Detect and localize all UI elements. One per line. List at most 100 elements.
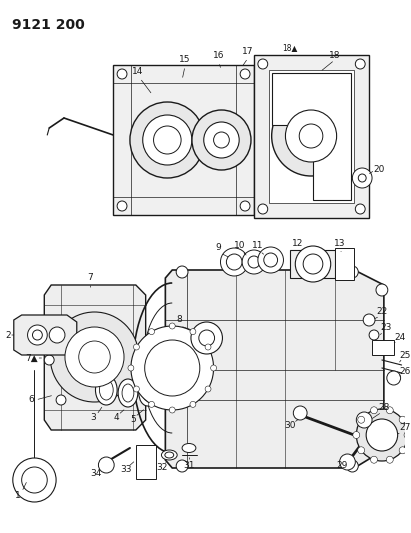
Text: 5: 5 [130,416,136,424]
Circle shape [117,69,127,79]
Polygon shape [165,270,384,468]
Circle shape [376,284,388,296]
Circle shape [220,248,248,276]
Circle shape [293,406,307,420]
Text: 16: 16 [213,52,224,61]
Text: 7: 7 [88,273,93,282]
Circle shape [371,407,377,414]
Circle shape [191,322,222,354]
Circle shape [50,312,139,402]
Polygon shape [335,248,354,280]
Text: 26: 26 [400,367,411,376]
Circle shape [399,416,406,423]
Text: 18▲: 18▲ [283,44,298,52]
Circle shape [22,467,47,493]
Circle shape [299,124,323,148]
Circle shape [143,115,192,165]
Text: 7▲: 7▲ [25,353,38,362]
Circle shape [356,412,372,428]
Circle shape [49,327,65,343]
Polygon shape [372,340,394,355]
Circle shape [242,250,266,274]
Circle shape [248,256,260,268]
Text: 30: 30 [284,421,296,430]
Text: 2: 2 [5,330,11,340]
Circle shape [79,341,110,373]
Polygon shape [44,285,145,430]
Ellipse shape [143,385,152,401]
Circle shape [204,122,239,158]
Circle shape [176,460,188,472]
Circle shape [358,174,366,182]
Text: 8: 8 [176,316,182,325]
Text: 23: 23 [380,324,392,333]
Polygon shape [272,73,351,200]
Text: 17: 17 [242,47,254,56]
Text: 22: 22 [376,308,388,317]
Circle shape [369,330,379,340]
Circle shape [199,330,215,346]
Circle shape [226,254,242,270]
Text: 12: 12 [291,239,303,248]
Bar [136,445,155,479]
Ellipse shape [182,443,196,453]
Circle shape [32,330,42,340]
Circle shape [44,355,54,365]
Circle shape [399,447,406,454]
Circle shape [154,126,181,154]
Circle shape [28,325,47,345]
Text: 34: 34 [91,470,102,479]
Ellipse shape [99,380,113,400]
Text: 31: 31 [183,461,195,470]
Circle shape [387,371,401,385]
Circle shape [264,253,277,267]
Circle shape [356,409,407,461]
Circle shape [149,329,155,335]
Circle shape [169,323,175,329]
Ellipse shape [95,375,117,405]
Polygon shape [269,70,354,203]
Circle shape [56,395,66,405]
Text: 29: 29 [337,462,348,471]
Text: 10: 10 [234,241,246,251]
Circle shape [205,386,211,392]
Circle shape [145,340,200,396]
Text: 3: 3 [91,414,97,423]
Circle shape [130,102,205,178]
Ellipse shape [165,452,174,458]
Circle shape [258,59,268,69]
Circle shape [258,204,268,214]
Circle shape [205,344,211,350]
Text: 20: 20 [373,166,385,174]
Text: 9: 9 [216,244,222,253]
Circle shape [295,246,331,282]
Circle shape [190,329,196,335]
Text: 1: 1 [15,490,21,499]
Circle shape [386,407,393,414]
Text: 18: 18 [329,51,340,60]
Circle shape [376,442,388,454]
Text: 25: 25 [400,351,411,359]
Polygon shape [113,65,254,215]
Circle shape [371,456,377,463]
Circle shape [363,314,375,326]
Circle shape [65,327,124,387]
Circle shape [192,110,251,170]
Ellipse shape [118,379,138,407]
Ellipse shape [139,380,157,406]
Text: 13: 13 [334,239,345,248]
Polygon shape [14,315,77,355]
Circle shape [286,110,337,162]
Ellipse shape [122,384,134,402]
Circle shape [128,365,134,371]
Circle shape [346,460,358,472]
Text: 28: 28 [378,403,390,413]
Circle shape [366,419,398,451]
Polygon shape [254,55,369,218]
Text: 15: 15 [179,55,191,64]
Text: 4: 4 [113,414,119,423]
Circle shape [169,407,175,413]
Text: 14: 14 [132,68,143,77]
Circle shape [352,168,372,188]
Circle shape [134,386,139,392]
